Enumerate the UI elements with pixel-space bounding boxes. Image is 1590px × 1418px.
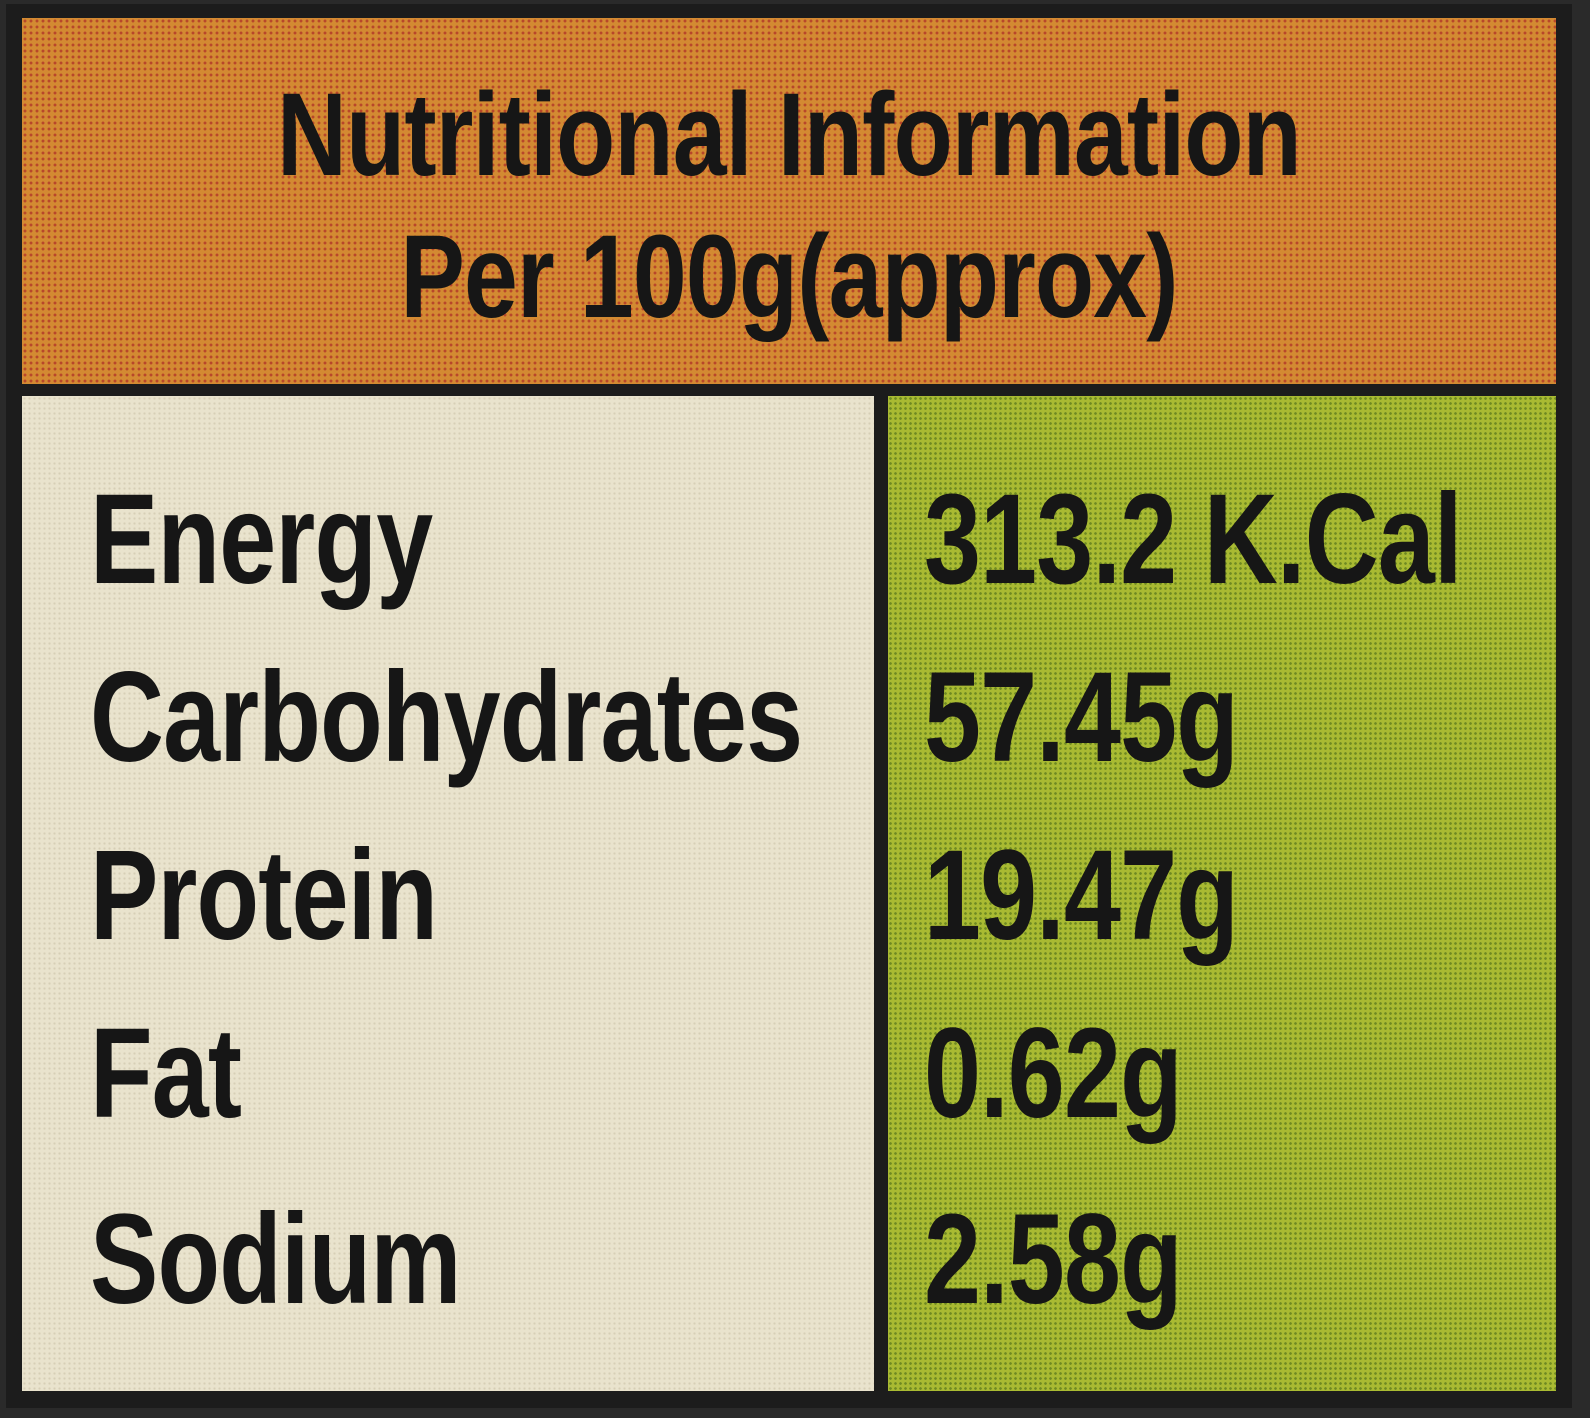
nutrient-values-column: 313.2 K.Cal 57.45g 19.47g 0.62g 2.58g: [888, 396, 1556, 1391]
label-subtitle: Per 100g(approx): [400, 211, 1178, 343]
label-title: Nutritional Information: [277, 69, 1302, 201]
nutrient-name: Energy: [90, 468, 433, 611]
nutrient-name: Sodium: [90, 1188, 461, 1331]
nutrient-name: Fat: [90, 1002, 242, 1145]
nutrient-names-column: Energy Carbohydrates Protein Fat Sodium: [22, 396, 874, 1391]
nutrient-name: Carbohydrates: [90, 646, 803, 789]
nutrient-name: Protein: [90, 824, 438, 967]
nutrition-label: Nutritional Information Per 100g(approx)…: [6, 4, 1572, 1408]
nutrient-value: 2.58g: [924, 1188, 1183, 1331]
nutrient-value: 313.2 K.Cal: [924, 468, 1462, 611]
nutrient-value: 19.47g: [924, 824, 1239, 967]
label-header: Nutritional Information Per 100g(approx): [22, 18, 1556, 384]
nutrient-value: 57.45g: [924, 646, 1239, 789]
nutrient-value: 0.62g: [924, 1002, 1183, 1145]
